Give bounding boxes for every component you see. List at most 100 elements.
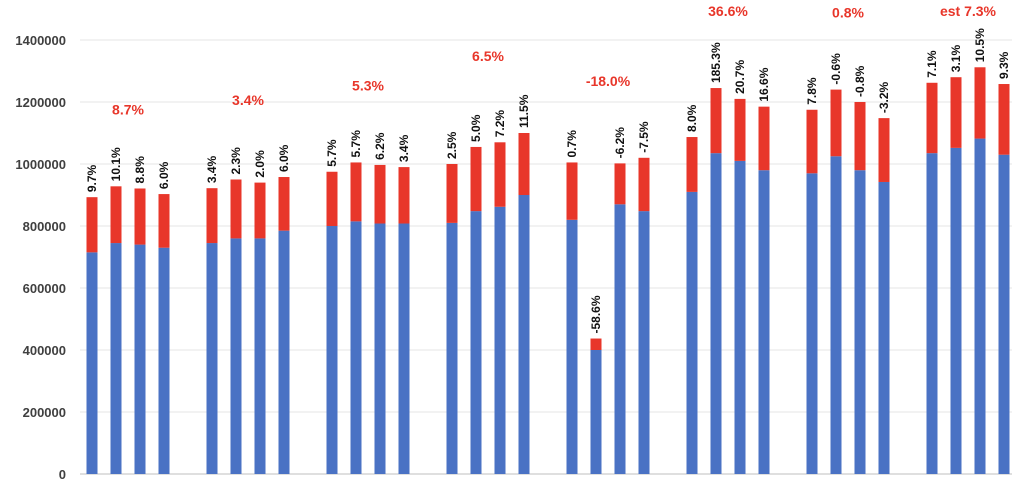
- bar-value-label: 7.1%: [925, 50, 939, 78]
- bar-base-segment: [734, 160, 746, 474]
- bar-base-segment: [638, 211, 650, 474]
- bar-top-segment: [326, 171, 338, 226]
- bar-top-segment: [278, 177, 290, 231]
- bar-top-segment: [374, 164, 386, 224]
- bar-base-segment: [110, 243, 122, 474]
- gridlines: [80, 39, 1012, 475]
- bar-base-segment: [998, 154, 1010, 474]
- group-change-label: 36.6%: [708, 3, 748, 19]
- group-change-label: 8.7%: [112, 101, 144, 117]
- bar-base-segment: [158, 247, 170, 474]
- bar-top-segment: [494, 142, 506, 207]
- bar-value-label: 16.6%: [757, 67, 771, 101]
- bar-top-segment: [614, 163, 626, 205]
- bar-value-label: 6.0%: [277, 144, 291, 172]
- bar-base-segment: [470, 211, 482, 474]
- bar-base-segment: [710, 153, 722, 474]
- y-tick-label: 0: [59, 467, 66, 479]
- bar-base-segment: [230, 238, 242, 474]
- bar-top-segment: [758, 106, 770, 171]
- bar-base-segment: [350, 221, 362, 474]
- data-labels: 9.7% 10.1% 8.8% 6.0% 8.7% 3.4% 2.3% 2.0% 6.0% 3.4…: [85, 3, 1011, 334]
- bar-value-label: 10.5%: [973, 28, 987, 62]
- bar-value-label: 2.0%: [253, 150, 267, 178]
- bar-base-segment: [974, 138, 986, 474]
- y-tick-label: 1000000: [15, 157, 66, 172]
- bar-top-segment: [710, 88, 722, 154]
- bar-top-segment: [854, 102, 866, 171]
- bar-base-segment: [950, 147, 962, 474]
- bar-top-segment: [806, 109, 818, 174]
- bar-value-label: -58.6%: [589, 295, 603, 333]
- bar-top-segment: [206, 188, 218, 244]
- y-axis: 0 200000 400000 600000 800000 1000000 1200000 1…: [15, 33, 66, 479]
- bar-top-segment: [926, 82, 938, 154]
- bar-base-segment: [614, 204, 626, 475]
- bar-value-label: -3.2%: [877, 81, 891, 113]
- bar-top-segment: [998, 84, 1010, 155]
- bar-top-segment: [398, 167, 410, 224]
- group-change-label: est 7.3%: [940, 3, 997, 19]
- bar-value-label: 10.1%: [109, 147, 123, 181]
- bar-base-segment: [278, 230, 290, 474]
- bar-top-segment: [950, 77, 962, 148]
- bar-value-label: 3.4%: [397, 134, 411, 162]
- bar-base-segment: [494, 206, 506, 474]
- bar-value-label: 2.5%: [445, 131, 459, 159]
- group-change-label: 0.8%: [832, 5, 864, 21]
- bar-top-segment: [158, 194, 170, 248]
- bar-value-label: -0.8%: [853, 65, 867, 97]
- bar-base-segment: [86, 252, 98, 474]
- bar-base-segment: [590, 350, 602, 474]
- group-change-label: 3.4%: [232, 92, 264, 108]
- bar-base-segment: [326, 226, 338, 474]
- bar-value-label: 20.7%: [733, 60, 747, 94]
- bar-top-segment: [878, 118, 890, 182]
- bar-base-segment: [830, 156, 842, 474]
- bar-value-label: 8.0%: [685, 104, 699, 132]
- bars: [86, 67, 1010, 475]
- bar-value-label: 5.7%: [349, 130, 363, 158]
- bar-base-segment: [878, 181, 890, 475]
- bar-base-segment: [926, 153, 938, 474]
- bar-base-segment: [446, 222, 458, 474]
- bar-value-label: 3.4%: [205, 155, 219, 183]
- bar-top-segment: [734, 98, 746, 161]
- bar-value-label: 7.2%: [493, 110, 507, 138]
- bar-base-segment: [134, 244, 146, 474]
- bar-base-segment: [854, 170, 866, 474]
- y-tick-label: 200000: [23, 405, 66, 420]
- bar-value-label: 5.0%: [469, 114, 483, 142]
- bar-top-segment: [110, 186, 122, 244]
- y-tick-label: 1400000: [15, 33, 66, 48]
- bar-value-label: 0.7%: [565, 130, 579, 158]
- bar-value-label: -6.2%: [613, 127, 627, 159]
- bar-base-segment: [806, 173, 818, 475]
- bar-value-label: 7.8%: [805, 77, 819, 105]
- bar-base-segment: [206, 243, 218, 474]
- bar-value-label: 9.7%: [85, 164, 99, 192]
- bar-top-segment: [686, 137, 698, 192]
- bar-top-segment: [974, 67, 986, 139]
- group-change-label: 5.3%: [352, 77, 384, 93]
- bar-top-segment: [590, 338, 602, 350]
- bar-base-segment: [518, 195, 530, 474]
- y-tick-label: 1200000: [15, 95, 66, 110]
- bar-value-label: 9.3%: [997, 51, 1011, 79]
- bar-base-segment: [398, 223, 410, 474]
- bar-value-label: 3.1%: [949, 45, 963, 73]
- bar-value-label: -0.6%: [829, 53, 843, 85]
- bar-base-segment: [374, 223, 386, 474]
- y-tick-label: 400000: [23, 343, 66, 358]
- bar-base-segment: [758, 170, 770, 474]
- group-change-label: -18.0%: [586, 73, 631, 89]
- bar-top-segment: [254, 182, 266, 239]
- bar-value-label: -7.5%: [637, 121, 651, 153]
- bar-top-segment: [86, 197, 98, 253]
- bar-value-label: 11.5%: [517, 94, 531, 128]
- bar-value-label: 5.7%: [325, 139, 339, 167]
- bar-top-segment: [470, 146, 482, 212]
- bar-top-segment: [830, 89, 842, 157]
- bar-base-segment: [686, 191, 698, 474]
